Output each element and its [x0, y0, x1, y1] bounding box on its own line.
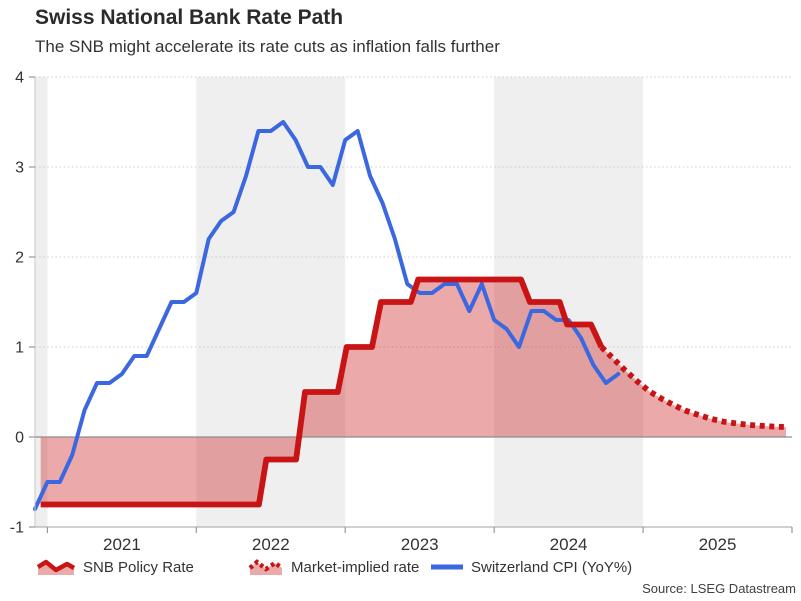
year-shading-band: [35, 77, 48, 527]
legend-item-market-implied-rate: Market-implied rate: [248, 556, 419, 578]
source-credit: Source: LSEG Datastream: [642, 581, 796, 596]
policy-rate-line: [40, 276, 605, 508]
x-axis-label-2023: 2023: [401, 535, 439, 554]
legend-item-snb-policy-rate: SNB Policy Rate: [36, 556, 194, 578]
switzerland-cpi-marker-icon: [431, 564, 463, 570]
market-implied-line: [599, 344, 787, 430]
x-axis-label-2025: 2025: [699, 535, 737, 554]
market-implied-rate-marker-icon: [248, 559, 284, 575]
legend-label-snb-policy-rate: SNB Policy Rate: [83, 558, 194, 576]
y-axis-label-4: 4: [15, 70, 24, 87]
rate-fill-area: [40, 279, 786, 505]
y-axis-label-1: 1: [15, 340, 24, 357]
legend-label-market-implied-rate: Market-implied rate: [291, 558, 420, 576]
legend-label-switzerland-cpi: Switzerland CPI (YoY%): [471, 558, 633, 576]
legend-item-switzerland-cpi: Switzerland CPI (YoY%): [430, 556, 632, 578]
snb-policy-rate-marker-icon: [36, 559, 76, 575]
page-title: Swiss National Bank Rate Path: [35, 6, 344, 29]
cpi-line: [33, 120, 621, 511]
year-shading-band: [494, 77, 644, 527]
x-axis-label-2024: 2024: [550, 535, 588, 554]
year-shading-band: [196, 77, 346, 527]
y-axis-label-0: 0: [15, 430, 24, 447]
x-axis-label-2021: 2021: [103, 535, 141, 554]
y-axis-label--1: -1: [10, 520, 24, 537]
y-axis-label-3: 3: [15, 160, 24, 177]
x-axis-label-2022: 2022: [252, 535, 290, 554]
y-axis-label-2: 2: [15, 250, 24, 267]
page-subtitle: The SNB might accelerate its rate cuts a…: [35, 37, 500, 56]
